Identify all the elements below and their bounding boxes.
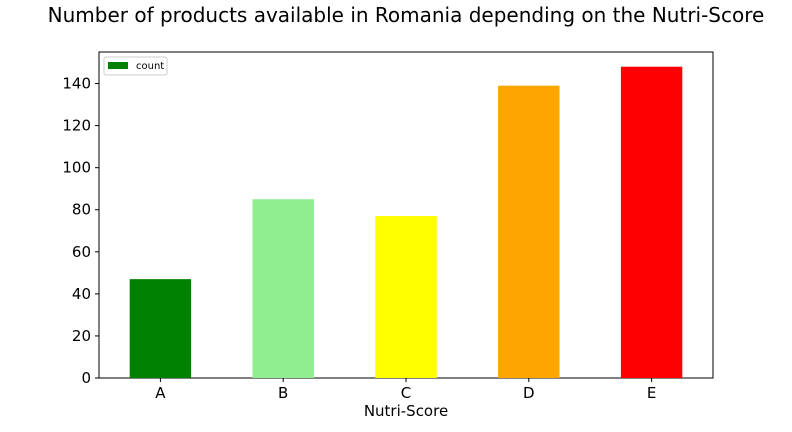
- y-axis: 0 20 40 60 80 100 120 140: [62, 75, 99, 387]
- bar-c: [375, 216, 437, 378]
- chart-title: Number of products available in Romania …: [48, 3, 765, 27]
- y-tick-label-0: 0: [81, 369, 91, 387]
- bar-b: [252, 199, 314, 378]
- y-tick-label-60: 60: [72, 243, 91, 261]
- legend-swatch: [108, 62, 128, 69]
- x-axis: A B C D E: [155, 378, 656, 402]
- x-tick-label-c: C: [401, 384, 411, 402]
- x-axis-label: Nutri-Score: [364, 402, 448, 420]
- y-tick-label-20: 20: [72, 327, 91, 345]
- y-tick-label-120: 120: [62, 117, 91, 135]
- y-tick-label-140: 140: [62, 75, 91, 93]
- x-tick-label-d: D: [523, 384, 535, 402]
- y-tick-label-100: 100: [62, 159, 91, 177]
- y-tick-label-40: 40: [72, 285, 91, 303]
- bar-a: [129, 279, 192, 378]
- legend-box: [103, 56, 168, 76]
- y-tick-label-80: 80: [72, 201, 91, 219]
- x-tick-label-e: E: [647, 384, 656, 402]
- bar-e: [620, 66, 683, 378]
- legend-label-count: count: [136, 61, 164, 72]
- x-tick-label-a: A: [155, 384, 166, 402]
- bars-group: [129, 66, 683, 379]
- legend: count: [103, 56, 168, 76]
- bar-d: [498, 85, 560, 379]
- x-tick-label-b: B: [278, 384, 288, 402]
